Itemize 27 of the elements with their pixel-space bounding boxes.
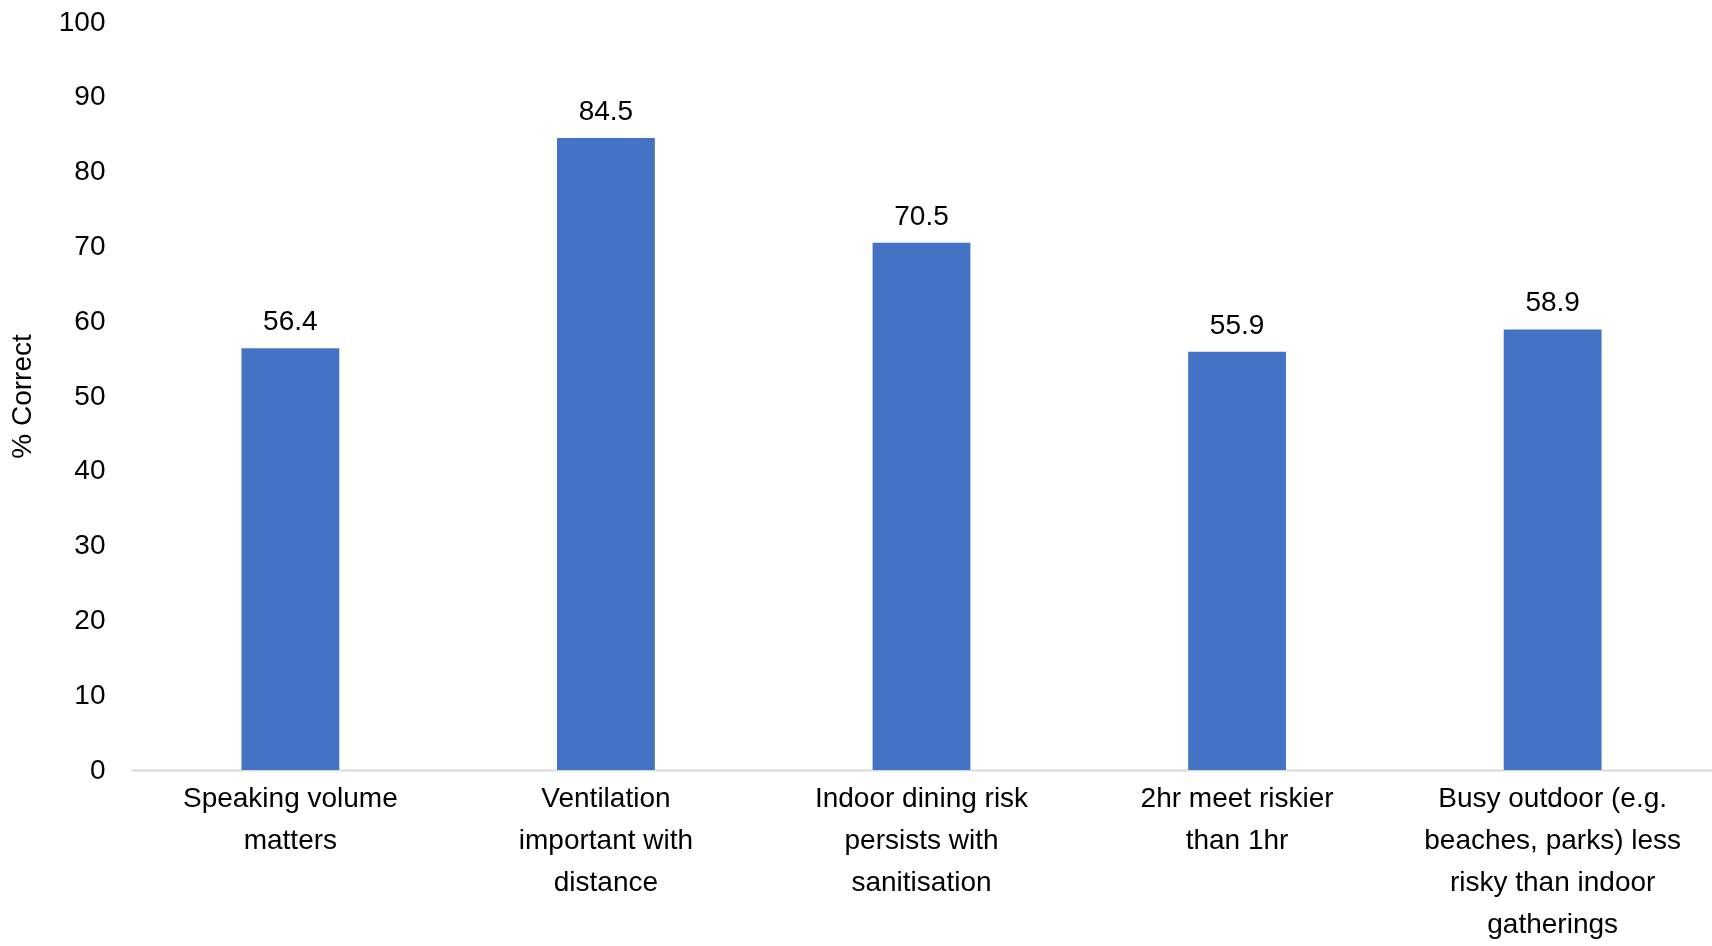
y-tick-label: 50: [74, 379, 106, 411]
bar: [557, 137, 655, 770]
x-tick-label: Indoor dining risk persists with sanitisation: [814, 781, 1030, 897]
data-label: 58.9: [1525, 286, 1580, 318]
x-tick-label: 2hr meet riskier than 1hr: [1140, 781, 1334, 855]
y-tick-label: 10: [74, 678, 106, 710]
x-tick-label: Speaking volume matters: [182, 781, 398, 855]
y-tick-label: 70: [74, 229, 106, 261]
y-axis-title: % Correct: [5, 334, 37, 459]
y-tick-label: 60: [74, 304, 106, 336]
data-label: 70.5: [894, 199, 949, 231]
data-label: 55.9: [1209, 308, 1265, 340]
data-label: 84.5: [578, 94, 634, 126]
y-tick-label: 90: [74, 80, 106, 112]
bar: [872, 242, 971, 770]
y-tick-label: 80: [74, 155, 106, 187]
data-label: 56.4: [263, 305, 318, 337]
y-tick-label: 20: [74, 603, 106, 635]
x-tick-label: Busy outdoor (e.g. beaches, parks) less risky than indoor gatherings: [1424, 781, 1682, 939]
bar: [241, 348, 340, 770]
x-tick-label: Ventilation important with distance: [518, 781, 694, 897]
y-tick-label: 30: [74, 529, 106, 561]
y-tick-label: 100: [58, 5, 106, 37]
bar: [1188, 351, 1286, 770]
y-tick-label: 40: [74, 454, 106, 486]
y-tick-label: 0: [89, 753, 106, 785]
bar: [1503, 329, 1602, 770]
